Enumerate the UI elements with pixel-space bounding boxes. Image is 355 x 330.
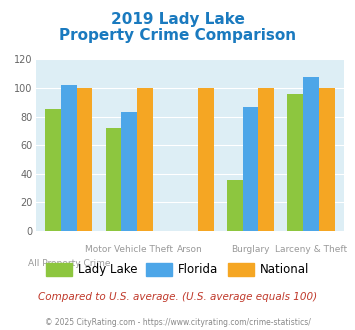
Text: Compared to U.S. average. (U.S. average equals 100): Compared to U.S. average. (U.S. average … [38, 292, 317, 302]
Text: Motor Vehicle Theft: Motor Vehicle Theft [85, 245, 173, 254]
Text: 2019 Lady Lake: 2019 Lady Lake [110, 12, 245, 26]
Bar [77, 88, 92, 231]
Text: All Property Crime: All Property Crime [28, 259, 110, 268]
Bar [303, 77, 319, 231]
Legend: Lady Lake, Florida, National: Lady Lake, Florida, National [41, 258, 314, 281]
Bar [227, 180, 242, 231]
Text: Property Crime Comparison: Property Crime Comparison [59, 28, 296, 43]
Bar [319, 88, 335, 231]
Text: © 2025 CityRating.com - https://www.cityrating.com/crime-statistics/: © 2025 CityRating.com - https://www.city… [45, 318, 310, 327]
Bar [258, 88, 274, 231]
Bar [45, 110, 61, 231]
Text: Larceny & Theft: Larceny & Theft [275, 245, 347, 254]
Text: Burglary: Burglary [231, 245, 270, 254]
Bar [137, 88, 153, 231]
Bar [121, 112, 137, 231]
Bar [242, 107, 258, 231]
Bar [198, 88, 214, 231]
Bar [288, 94, 303, 231]
Text: Arson: Arson [177, 245, 203, 254]
Bar [61, 85, 77, 231]
Bar [106, 128, 121, 231]
